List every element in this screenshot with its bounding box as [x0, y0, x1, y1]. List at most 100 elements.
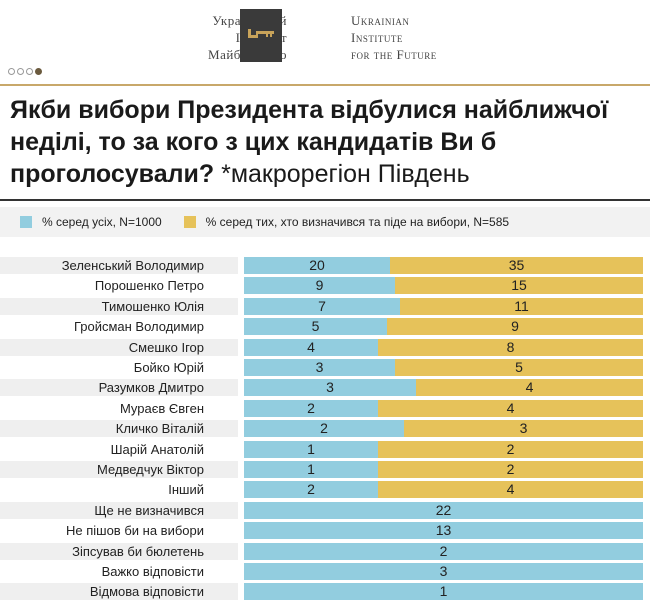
category-label: Важко відповісти: [101, 564, 204, 579]
bar-segment-decided: 3: [404, 420, 643, 438]
bar-segment-decided: 4: [378, 399, 643, 417]
pager-dot[interactable]: [17, 68, 24, 75]
chart-row: Шарій Анатолій 1 2: [0, 440, 650, 459]
category-label: Смешко Ігор: [0, 338, 238, 356]
chart-row: Відмова відповісти 1: [0, 582, 650, 601]
chart-row: Бойко Юрій 3 5: [0, 358, 650, 377]
pager-dot[interactable]: [26, 68, 33, 75]
bar-segment-decided: 4: [378, 481, 643, 499]
legend-swatch-all: [20, 216, 32, 228]
bar-segment-all: 2: [244, 481, 378, 499]
bar-segment-all: 7: [244, 297, 400, 315]
chart-row: Мураєв Євген 2 4: [0, 399, 650, 418]
divider: [0, 84, 650, 86]
category-label: Разумков Дмитро: [0, 379, 238, 397]
bar-segment-decided: 2: [378, 461, 643, 478]
category-label: Відмова відповісти: [0, 583, 238, 601]
category-label: Шарій Анатолій: [110, 441, 204, 457]
category-label: Гройсман Володимир: [73, 319, 204, 335]
category-label: Не пішов би на вибори: [65, 523, 204, 539]
bar-segment-all: 4: [244, 338, 378, 356]
category-label: Зеленський Володимир: [0, 257, 238, 274]
legend-label-decided: % серед тих, хто визначився та піде на в…: [205, 215, 510, 229]
bar-segment-decided: 9: [387, 318, 643, 336]
logo-line: Institute: [351, 30, 403, 45]
chart-row: Інший 2 4: [0, 480, 650, 499]
bar-segment-all: 13: [244, 522, 643, 540]
bar: 1: [244, 583, 643, 601]
legend-swatch-decided: [183, 216, 196, 228]
bar: 22: [244, 501, 643, 519]
chart-row: Зіпсував би бюлетень 2: [0, 542, 650, 561]
logo-text-en: Ukrainian Institute for the Future: [351, 12, 437, 63]
bar-segment-decided: 5: [395, 359, 643, 376]
chart-row: Не пішов би на вибори 13: [0, 521, 650, 540]
divider: [0, 199, 650, 201]
bar-segment-all: 2: [244, 399, 378, 417]
chart-row: Тимошенко Юлія 7 11: [0, 297, 650, 316]
bar: 3: [244, 563, 643, 580]
chart-row: Зеленський Володимир 20 35: [0, 256, 650, 275]
bar-segment-all: 1: [244, 583, 643, 601]
category-label: Мураєв Євген: [119, 400, 204, 416]
title-main: Якби вибори Президента відбулися найближ…: [10, 96, 609, 188]
bar-segment-all: 1: [244, 440, 378, 458]
chart-row: Гройсман Володимир 5 9: [0, 317, 650, 336]
category-label: Бойко Юрій: [133, 360, 204, 375]
category-label: Порошенко Петро: [94, 278, 204, 294]
bar-segment-decided: 4: [416, 379, 643, 397]
bar-segment-all: 9: [244, 277, 395, 295]
bar-segment-decided: 15: [395, 277, 643, 295]
pager-dot-active[interactable]: [35, 68, 42, 75]
chart-title: Якби вибори Президента відбулися найближ…: [10, 94, 650, 190]
legend-label-all: % серед усіх, N=1000: [42, 215, 162, 229]
category-label: Кличко Віталій: [0, 420, 238, 438]
bar: 13: [244, 522, 643, 540]
bar-segment-all: 5: [244, 318, 387, 336]
bar-segment-all: 2: [244, 542, 643, 560]
bar-segment-decided: 8: [378, 338, 643, 356]
chart-row: Ще не визначився 22: [0, 501, 650, 520]
chart-row: Разумков Дмитро 3 4: [0, 378, 650, 397]
category-label: Медведчук Віктор: [0, 461, 238, 478]
bar-segment-all: 20: [244, 257, 390, 274]
category-label: Тимошенко Юлія: [0, 297, 238, 315]
bar: 2: [244, 542, 643, 560]
key-logo-icon: [240, 9, 282, 62]
bar-segment-decided: 35: [390, 257, 643, 274]
bar-segment-all: 22: [244, 501, 643, 519]
chart-row: Порошенко Петро 9 15: [0, 276, 650, 295]
title-region: *макрорегіон Південь: [221, 160, 470, 188]
bar: 7 11: [244, 297, 643, 315]
chart-row: Смешко Ігор 4 8: [0, 338, 650, 357]
category-label: Ще не визначився: [0, 501, 238, 519]
category-label: Інший: [168, 482, 204, 498]
logo-line: Ukrainian: [351, 13, 410, 28]
chart-row: Медведчук Віктор 1 2: [0, 460, 650, 479]
bar-segment-all: 1: [244, 461, 378, 478]
bar-segment-all: 2: [244, 420, 404, 438]
chart-row: Кличко Віталій 2 3: [0, 419, 650, 438]
bar: 9 15: [244, 277, 643, 295]
logo-line: for the Future: [351, 47, 437, 62]
pager-dots: [8, 68, 42, 75]
bar-segment-decided: 11: [400, 297, 643, 315]
chart-row: Важко відповісти 3: [0, 562, 650, 581]
category-label: Зіпсував би бюлетень: [0, 542, 238, 560]
bar-segment-all: 3: [244, 563, 643, 580]
bar-segment-all: 3: [244, 359, 395, 376]
bar-segment-all: 3: [244, 379, 416, 397]
bar: 20 35: [244, 257, 643, 274]
pager-dot[interactable]: [8, 68, 15, 75]
bar-segment-decided: 2: [378, 440, 643, 458]
legend: % серед усіх, N=1000 % серед тих, хто ви…: [0, 207, 650, 237]
